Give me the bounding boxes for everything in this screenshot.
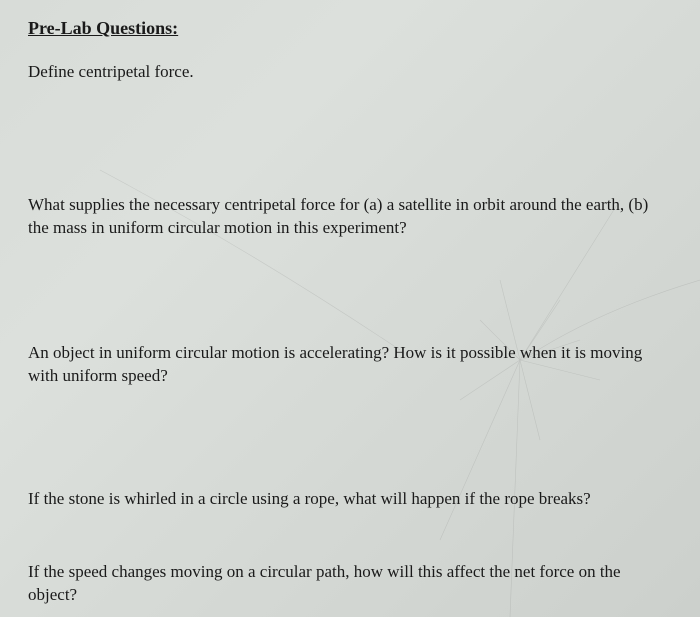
question-5: If the speed changes moving on a circula… bbox=[28, 561, 672, 607]
question-2: What supplies the necessary centripetal … bbox=[28, 194, 672, 240]
page-heading: Pre-Lab Questions: bbox=[28, 18, 672, 39]
question-3: An object in uniform circular motion is … bbox=[28, 342, 672, 388]
crack-overlay bbox=[0, 0, 700, 617]
question-4: If the stone is whirled in a circle usin… bbox=[28, 488, 672, 511]
question-1: Define centripetal force. bbox=[28, 61, 672, 84]
